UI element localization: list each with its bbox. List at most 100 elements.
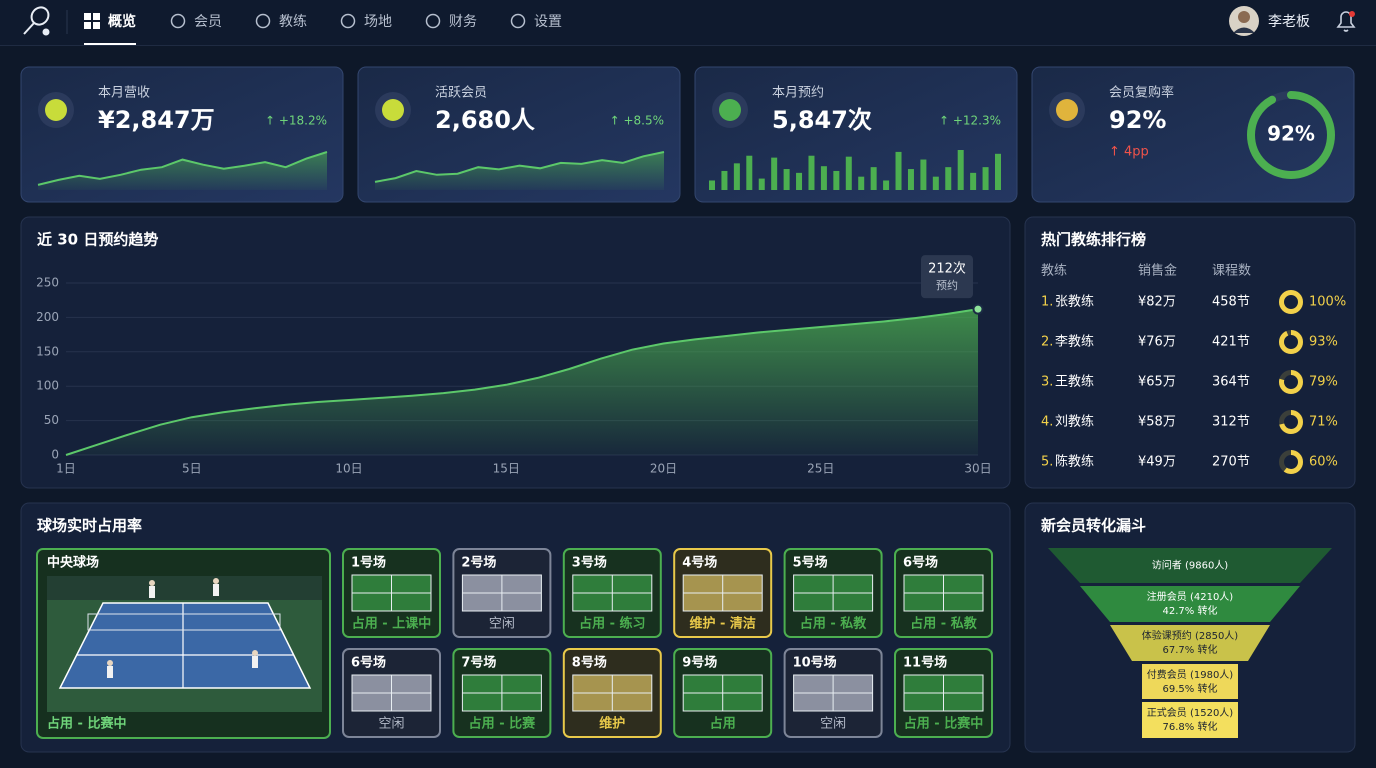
kpi-icon (1056, 99, 1078, 121)
kpi-icon (719, 99, 741, 121)
tooltip-label: 预约 (936, 279, 958, 292)
kpi-icon (382, 99, 404, 121)
spark-bar (771, 157, 778, 190)
x-tick-label: 30日 (964, 462, 991, 476)
player (107, 666, 113, 678)
x-tick-label: 20日 (650, 462, 677, 476)
kpi-change: ↑ 4pp (1109, 145, 1149, 160)
y-tick-label: 250 (36, 276, 59, 290)
funnel-stage (1048, 548, 1332, 583)
point (972, 303, 984, 315)
rate-ring (1279, 330, 1303, 354)
nav-item[interactable]: 会员 (194, 14, 222, 30)
main-court-status: 占用 - 比赛中 (47, 716, 126, 732)
coach-lessons: 421节 (1212, 335, 1250, 350)
rate-ring (1279, 410, 1303, 434)
court-status: 占用 - 比赛中 (904, 716, 983, 732)
y-tick-label: 50 (44, 413, 59, 427)
spark-bar (808, 155, 815, 190)
court-status: 占用 (710, 716, 736, 732)
spark-bar (907, 169, 914, 190)
gauge-arc (1247, 91, 1335, 179)
nav-item[interactable]: 设置 (534, 14, 562, 30)
spark-bar (920, 159, 927, 190)
nav-icon (425, 13, 441, 29)
nav-icon (510, 13, 526, 29)
rank: 5. (1041, 455, 1053, 470)
court-name: 2号场 (461, 556, 496, 571)
logo[interactable] (23, 4, 52, 36)
court-name: 7号场 (461, 656, 496, 671)
funnel-label: 注册会员 (4210人) (1147, 590, 1234, 603)
y-tick-label: 200 (36, 310, 59, 324)
rank: 2. (1041, 335, 1053, 350)
funnel-title: 新会员转化漏斗 (1041, 517, 1146, 535)
sparkline (374, 151, 665, 183)
spark-bar (883, 180, 890, 190)
court-name: 4号场 (682, 556, 717, 571)
court-status: 空闲 (489, 617, 515, 632)
kpi-title: 本月预约 (772, 86, 824, 101)
nav-bar (0, 0, 1376, 45)
chart-title: 近 30 日预约趋势 (37, 231, 158, 249)
avatar-body (1233, 27, 1255, 33)
coach-panel (1024, 216, 1356, 489)
coach-sales: ¥49万 (1138, 455, 1176, 470)
spark-bar (709, 180, 715, 190)
nav-icon (93, 22, 100, 29)
court-name: 5号场 (793, 556, 828, 571)
nav-icon (255, 13, 271, 29)
user-name[interactable]: 李老板 (1268, 14, 1310, 30)
kpi-title: 本月营收 (98, 86, 150, 101)
bell[interactable] (1336, 11, 1356, 32)
rate-ring (1279, 450, 1303, 474)
x-tick-label: 5日 (182, 462, 202, 476)
funnel-label: 付费会员 (1980人) (1147, 668, 1234, 681)
spark-bar (870, 167, 877, 190)
x-tick-label: 10日 (335, 462, 362, 476)
nav-item[interactable]: 概览 (108, 13, 136, 30)
nav-item[interactable]: 场地 (364, 14, 392, 30)
player (213, 584, 219, 596)
kpi-icon (45, 99, 67, 121)
kpi-change: ↑ +8.5% (610, 114, 664, 128)
coach-lessons: 458节 (1212, 295, 1250, 310)
spark-bar (845, 156, 852, 190)
court-name: 11号场 (903, 656, 947, 671)
nav-item[interactable]: 教练 (279, 14, 307, 30)
rate-ring (1279, 290, 1303, 314)
y-tick-label: 100 (36, 379, 59, 393)
court-status: 占用 - 上课中 (352, 616, 431, 632)
court-status: 占用 - 比赛 (469, 716, 536, 732)
player (149, 580, 155, 586)
logo-ball (42, 28, 50, 36)
rate-label: 71% (1309, 415, 1338, 430)
funnel-label: 正式会员 (1520人) (1147, 706, 1234, 719)
rank: 1. (1041, 295, 1053, 310)
kpi-title: 活跃会员 (435, 86, 487, 101)
coach-name: 陈教练 (1055, 454, 1094, 470)
main-court-name: 中央球场 (47, 555, 99, 571)
kpi-value: 5,847次 (772, 106, 872, 134)
logo-handle (23, 22, 35, 35)
nav-item[interactable]: 财务 (449, 14, 477, 30)
kpi-value: 92% (1109, 106, 1166, 134)
coach-lessons: 312节 (1212, 415, 1250, 430)
court-name: 6号场 (903, 556, 938, 571)
court-status: 空闲 (820, 717, 846, 732)
x-tick-label: 15日 (493, 462, 520, 476)
spark-bar (995, 153, 1001, 190)
rate-label: 79% (1309, 375, 1338, 390)
sparkline-area (38, 152, 327, 190)
coach-title: 热门教练排行榜 (1041, 231, 1146, 249)
spark-bar (970, 172, 977, 190)
nav-icon (84, 13, 91, 20)
main-court-wall (47, 576, 322, 600)
coach-name: 李教练 (1055, 334, 1094, 350)
nav-active-underline (84, 43, 136, 45)
tooltip-value: 212次 (928, 261, 966, 277)
court-name: 6号场 (351, 656, 386, 671)
x-tick-label: 25日 (807, 462, 834, 476)
kpi-change: ↑ +18.2% (265, 114, 327, 128)
coach-name: 王教练 (1055, 374, 1094, 390)
